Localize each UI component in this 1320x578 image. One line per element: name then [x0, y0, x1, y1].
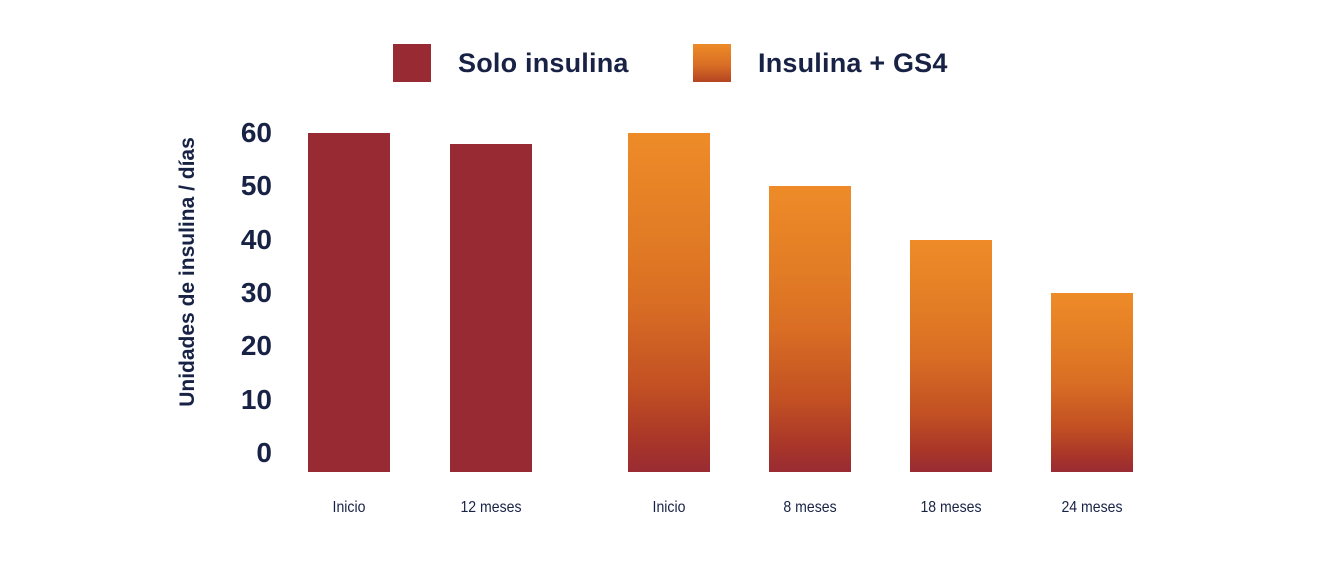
legend-swatch-orange-gradient	[693, 44, 731, 82]
bar-insulina-gs4-8-meses	[769, 186, 851, 472]
y-tick-label: 10	[240, 383, 272, 415]
x-axis-label: 18 meses	[920, 499, 982, 516]
bar-insulina-gs4-24-meses	[1051, 293, 1133, 472]
y-tick-label: 50	[240, 170, 272, 202]
legend-item-insulina-gs4: Insulina + GS4	[693, 43, 948, 83]
x-axis-label: 8 meses	[783, 499, 837, 516]
x-axis-label: Inicio	[332, 499, 366, 516]
x-axis-label: 12 meses	[460, 499, 522, 516]
bar-insulina-gs4-inicio	[628, 133, 710, 472]
legend-label: Insulina + GS4	[758, 47, 948, 78]
bar-insulina-gs4-18-meses	[910, 239, 992, 472]
y-tick-label: 60	[240, 117, 272, 148]
bar-solo-insulina-12-meses	[450, 143, 532, 472]
legend-swatch-maroon	[393, 44, 431, 82]
x-axis-label: Inicio	[652, 499, 686, 516]
x-axis-label: 24 meses	[1061, 499, 1123, 516]
y-tick-label: 30	[240, 277, 272, 308]
legend-item-solo-insulina: Solo insulina	[393, 43, 629, 83]
legend-label: Solo insulina	[458, 47, 629, 78]
bar-solo-insulina-inicio	[308, 133, 390, 472]
y-tick-label: 40	[240, 223, 272, 255]
y-tick-label: 0	[256, 437, 272, 468]
y-tick-label: 20	[240, 330, 272, 362]
